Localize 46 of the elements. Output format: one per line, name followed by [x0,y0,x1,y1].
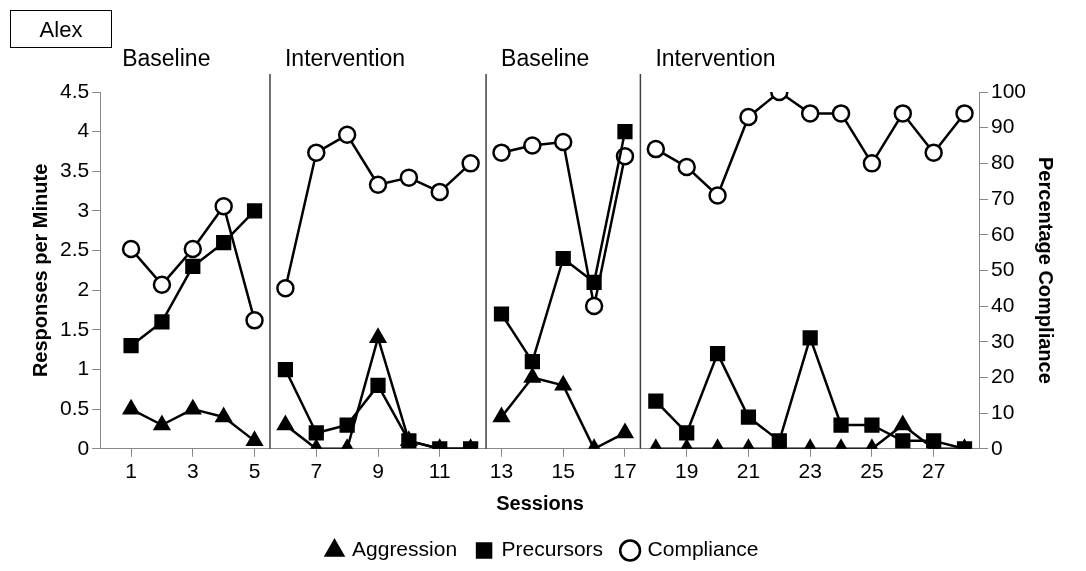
x-tick-label: 23 [798,459,822,483]
x-tick-label: 19 [675,459,699,483]
x-tick-label: 11 [428,459,451,483]
y-tick-label: 3.5 [59,158,90,182]
y2-tick-label: 20 [990,364,1015,388]
y2-tick-label: 40 [990,292,1015,316]
y2-axis-title: Percentage Compliance [1035,157,1058,384]
y2-tick-label: 80 [990,150,1015,174]
x-tick-label: 17 [613,459,637,483]
y2-tick-label: 0 [990,435,1003,459]
x-tick-label: 1 [125,459,137,483]
x-tick-label: 13 [489,459,514,483]
y-tick-label: 2 [77,277,90,301]
y2-tick-label: 30 [990,328,1015,352]
x-axis-title: Sessions [496,491,584,514]
x-tick-label: 25 [860,459,884,483]
x-tick-label: 27 [921,459,946,483]
y-tick-label: 1.5 [59,316,90,340]
y-tick-label: 4.5 [59,78,90,102]
ref-line-label: Intervention [655,45,776,71]
x-tick-label: 21 [736,459,761,483]
x-tick-label: 5 [248,459,261,483]
y2-tick-label: 10 [990,399,1015,423]
y-tick-label: 1 [77,356,90,380]
legend-label: Compliance [647,537,759,561]
y-tick-label: 4 [77,118,90,142]
y-tick-label: 0.5 [59,395,90,419]
chart-title: Alex [10,10,112,48]
x-tick-label: 7 [310,459,323,483]
y2-tick-label: 50 [990,257,1015,281]
legend-label: Precursors [501,537,604,561]
y-tick-label: 2.5 [59,237,90,261]
x-tick-label: 15 [551,459,575,483]
y2-tick-label: 90 [990,114,1015,138]
text: Baseline [122,45,211,71]
legend-label: Aggression [352,537,458,561]
y2-tick-label: 100 [990,78,1027,102]
ref-line-label: Baseline [501,45,590,71]
y2-tick-label: 70 [990,185,1015,209]
x-tick-label: 3 [186,459,199,483]
x-tick-label: 9 [372,459,384,483]
y-axis-title: Responses per Minute [28,163,51,378]
y-tick-label: 0 [77,435,90,459]
y-tick-label: 3 [77,197,90,221]
y2-tick-label: 60 [990,221,1015,245]
ref-line-label: Intervention [284,45,406,71]
